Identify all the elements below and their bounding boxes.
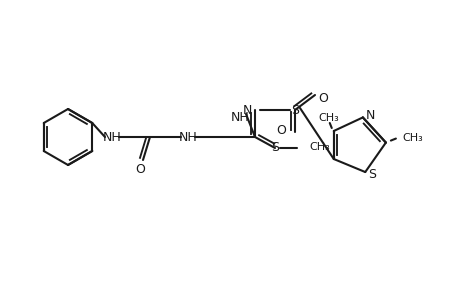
Text: O: O (317, 92, 327, 104)
Text: S: S (270, 140, 279, 154)
Text: S: S (368, 167, 375, 181)
Text: N: N (365, 109, 375, 122)
Text: O: O (275, 124, 285, 136)
Text: CH₃: CH₃ (318, 113, 338, 123)
Text: NH: NH (230, 110, 249, 124)
Text: N: N (242, 103, 251, 116)
Text: NH: NH (178, 130, 197, 143)
Text: NH: NH (102, 130, 121, 143)
Text: O: O (135, 163, 145, 176)
Text: S: S (291, 103, 298, 116)
Text: CH₃: CH₃ (308, 142, 329, 152)
Text: CH₃: CH₃ (401, 133, 422, 142)
